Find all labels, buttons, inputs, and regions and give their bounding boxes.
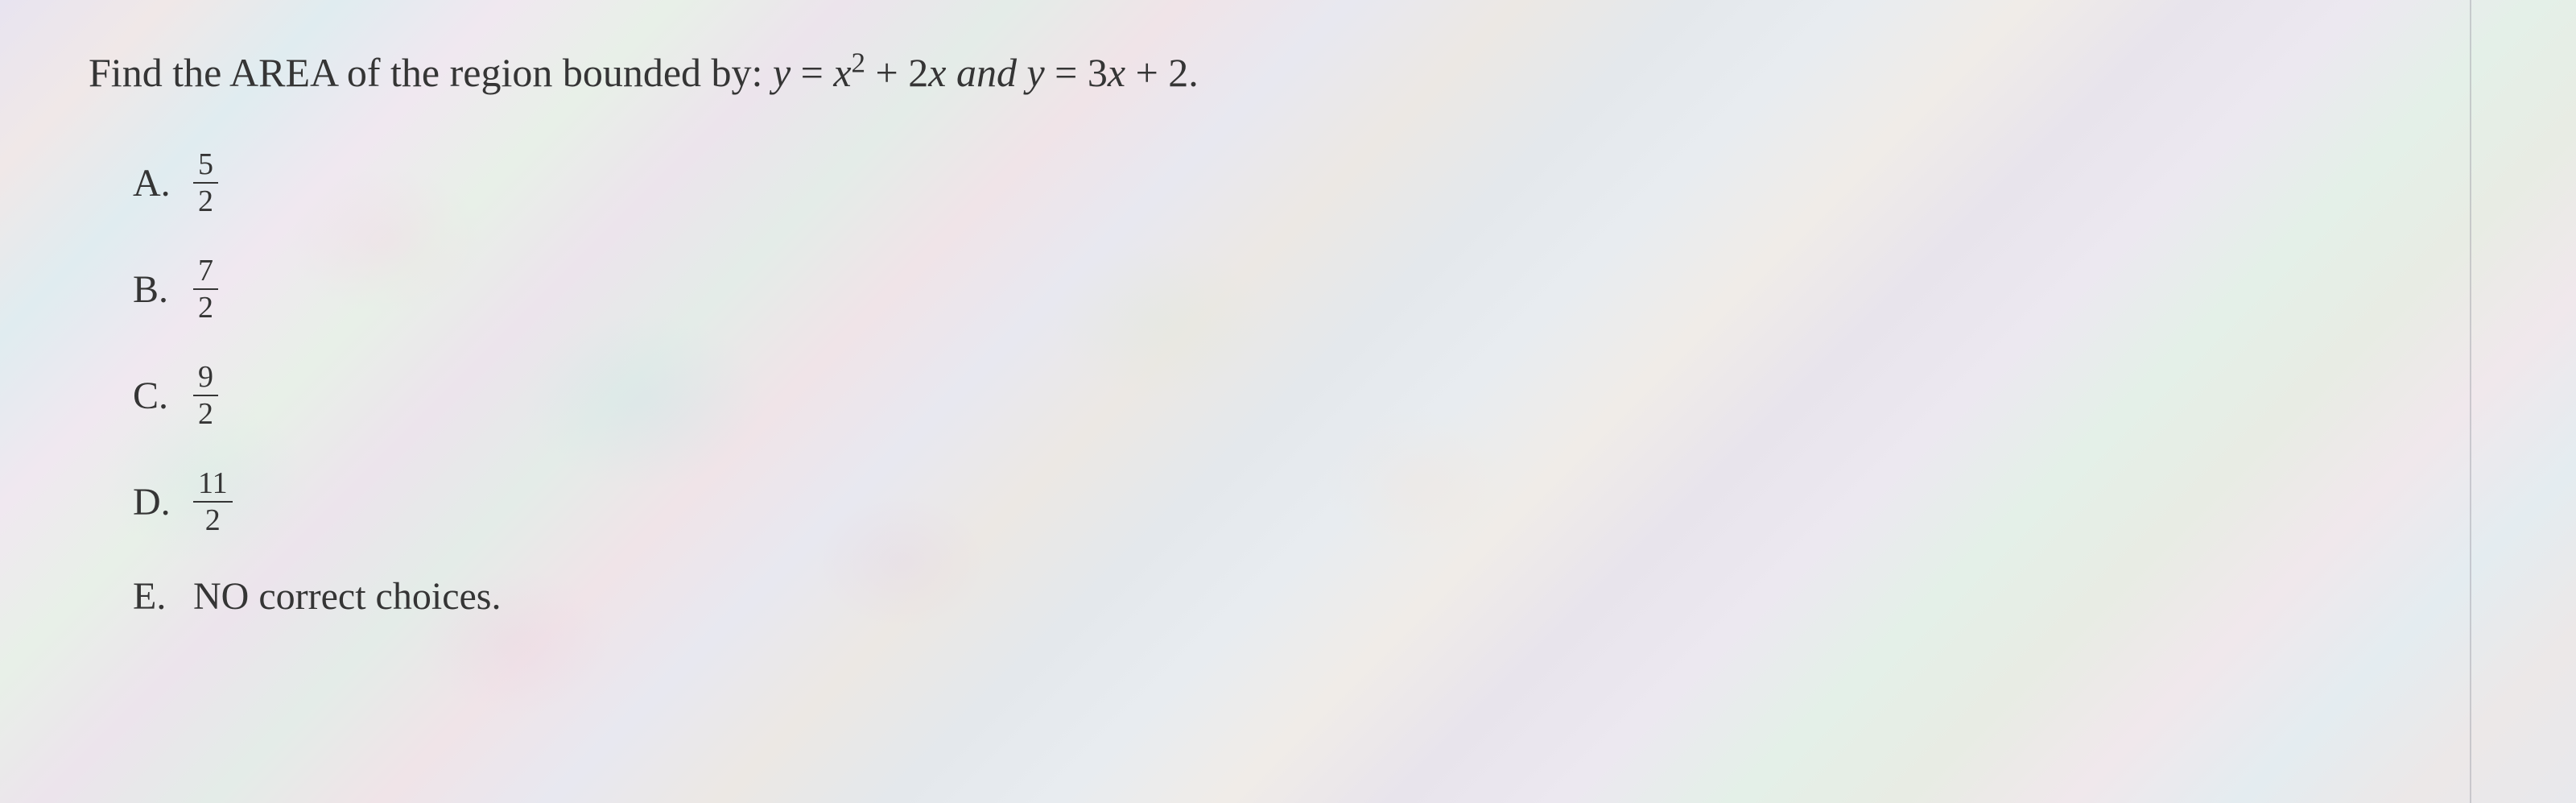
option-d-letter: D. [133,480,193,524]
option-b[interactable]: B. 7 2 [133,255,2487,323]
eq2-var: x [1108,50,1125,95]
eq2-const: + 2. [1125,50,1199,95]
option-e-text: NO correct choices. [193,574,501,619]
option-c-letter: C. [133,374,193,418]
option-c-numerator: 9 [193,362,218,396]
option-b-letter: B. [133,267,193,312]
option-a-numerator: 5 [193,149,218,184]
eq2-rhs: = 3 [1045,50,1108,95]
eq1-term1: x [833,50,851,95]
option-a-letter: A. [133,161,193,205]
option-b-fraction: 7 2 [193,255,218,323]
options-list: A. 5 2 B. 7 2 C. 9 2 D. 11 2 [89,149,2487,619]
option-b-numerator: 7 [193,255,218,290]
option-d-fraction: 11 2 [193,468,233,536]
eq1-var2: x [928,50,946,95]
eq1-lhs: y [773,50,791,95]
option-c-denominator: 2 [193,396,218,429]
option-e[interactable]: E. NO correct choices. [133,574,2487,619]
connector: and [946,50,1026,95]
option-c-fraction: 9 2 [193,362,218,429]
question-prefix: Find the AREA of the region bounded by: [89,50,773,95]
option-c[interactable]: C. 9 2 [133,362,2487,429]
question-content: Find the AREA of the region bounded by: … [0,0,2576,702]
option-d-denominator: 2 [200,503,225,536]
option-b-denominator: 2 [193,290,218,323]
eq1-equals: = [801,50,834,95]
option-d[interactable]: D. 11 2 [133,468,2487,536]
question-text: Find the AREA of the region bounded by: … [89,44,2487,101]
option-e-letter: E. [133,574,193,619]
option-a-denominator: 2 [193,184,218,217]
eq2-lhs: y [1026,50,1044,95]
option-a[interactable]: A. 5 2 [133,149,2487,217]
option-d-numerator: 11 [193,468,233,503]
eq1-exponent: 2 [852,47,866,78]
option-a-fraction: 5 2 [193,149,218,217]
eq1-plus: + 2 [865,50,928,95]
